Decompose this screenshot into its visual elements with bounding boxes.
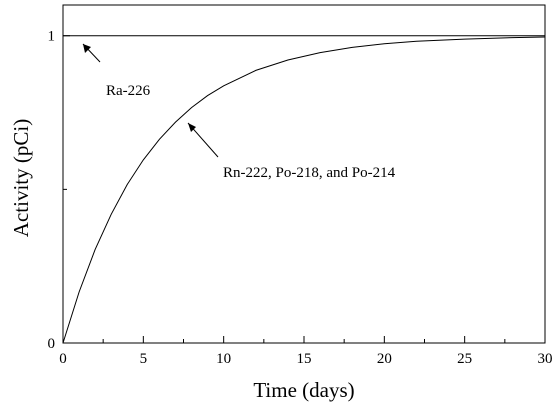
x-tick-label: 30 <box>538 351 553 367</box>
x-axis-title: Time (days) <box>253 378 354 402</box>
annotation-rn222-label: Rn-222, Po-218, and Po-214 <box>223 165 396 181</box>
x-tick-label: 20 <box>377 351 392 367</box>
y-tick-label: 1 <box>48 29 56 45</box>
series-layer <box>62 35 546 344</box>
series-line-rn-222-po-218-and-po-214 <box>62 36 546 344</box>
x-tick-label: 5 <box>140 351 148 367</box>
annotation-ra226-arrowhead <box>83 44 91 53</box>
ticks-layer: 0 5 10 15 20 25 30 0 1 <box>48 29 553 367</box>
x-tick-label: 25 <box>457 351 472 367</box>
annotation-ra226-label: Ra-226 <box>106 83 151 99</box>
y-tick-label: 0 <box>48 336 56 352</box>
y-axis-title: Activity (pCi) <box>9 119 33 237</box>
x-tick-label: 10 <box>216 351 231 367</box>
annotation-rn222-arrowhead <box>188 123 196 132</box>
x-tick-label: 15 <box>297 351 312 367</box>
annotation-ra226: Ra-226 <box>82 43 151 99</box>
annotation-rn222: Rn-222, Po-218, and Po-214 <box>187 122 396 181</box>
x-tick-label: 0 <box>59 351 67 367</box>
